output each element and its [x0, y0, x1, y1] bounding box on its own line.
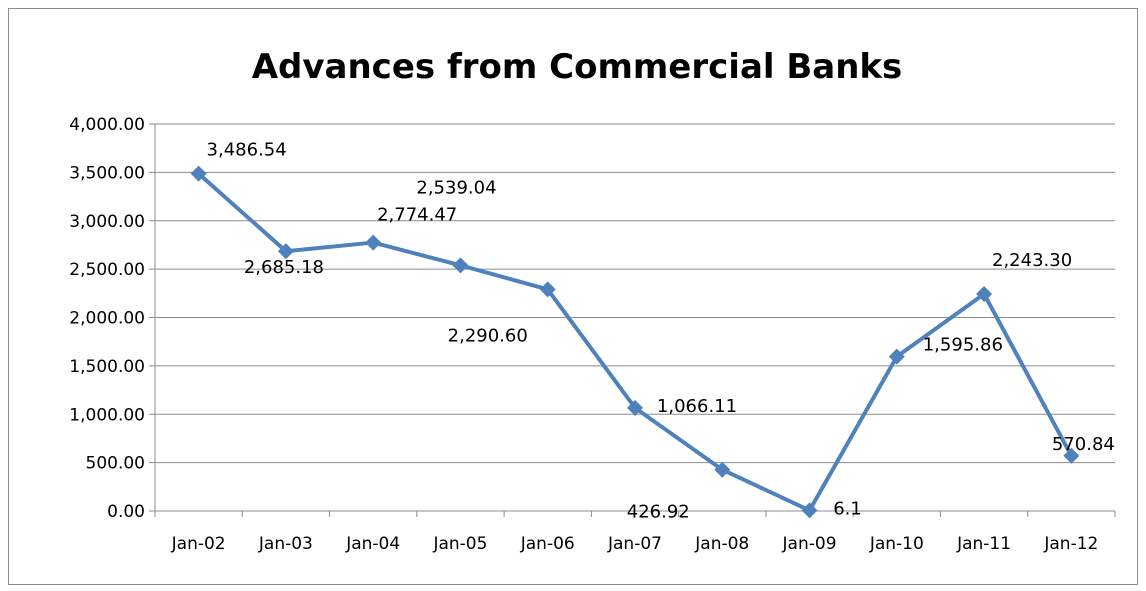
x-tick-label: Jan-09: [782, 534, 837, 554]
data-label: 6.1: [833, 498, 862, 519]
y-tick-label: 1,000.00: [69, 405, 145, 425]
y-tick-label: 2,000.00: [69, 309, 145, 329]
data-labels: 3,486.54 2,685.18 2,774.47 2,539.04 2,290.60…: [207, 140, 1115, 523]
data-label: 1,066.11: [657, 396, 737, 417]
x-tick-label: Jan-11: [956, 534, 1011, 554]
data-point-marker: [976, 285, 993, 302]
data-point-marker: [452, 257, 469, 274]
data-label: 570.84: [1052, 434, 1115, 455]
data-label: 2,774.47: [377, 205, 457, 226]
data-label: 426.92: [627, 502, 690, 523]
data-label: 2,243.30: [992, 250, 1072, 271]
data-point-marker: [365, 234, 382, 251]
x-tick-label: Jan-02: [171, 534, 226, 554]
y-tick-label: 2,500.00: [69, 260, 145, 280]
x-axis-tick-labels: Jan-02 Jan-03 Jan-04 Jan-05 Jan-06 Jan-07 Jan-…: [171, 534, 1099, 554]
chart-area: [8, 8, 1138, 585]
data-point-marker: [190, 165, 207, 182]
data-label: 2,539.04: [416, 177, 496, 198]
x-tick-label: Jan-07: [607, 534, 662, 554]
chart-title: Advances from Commercial Banks: [252, 47, 903, 87]
y-tick-label: 4,000.00: [69, 115, 145, 135]
data-label: 1,595.86: [923, 335, 1003, 356]
x-tick-label: Jan-03: [258, 534, 313, 554]
data-label: 2,290.60: [448, 325, 528, 346]
gridlines: [155, 123, 1115, 464]
data-label: 3,486.54: [207, 140, 287, 161]
data-point-marker: [539, 281, 556, 298]
x-tick-label: Jan-04: [345, 534, 400, 554]
data-point-marker: [627, 399, 643, 416]
data-point-marker: [801, 502, 818, 519]
y-tick-label: 3,500.00: [69, 163, 145, 183]
x-tick-label: Jan-06: [520, 534, 575, 554]
x-tick-label: Jan-08: [694, 534, 749, 554]
data-point-marker: [1063, 447, 1080, 464]
data-markers: [190, 165, 1080, 519]
axes: [149, 123, 1116, 517]
y-tick-label: 500.00: [86, 454, 145, 474]
x-tick-label: Jan-10: [869, 534, 924, 554]
y-axis-tick-labels: 0.00 500.00 1,000.00 1,500.00 2,000.00 2,500.…: [69, 115, 145, 522]
y-tick-label: 3,000.00: [69, 212, 145, 232]
data-point-marker: [888, 348, 905, 365]
data-point-marker: [277, 243, 294, 260]
y-tick-label: 1,500.00: [69, 357, 145, 377]
x-tick-label: Jan-12: [1043, 534, 1098, 554]
data-label: 2,685.18: [244, 257, 324, 278]
data-point-marker: [714, 461, 731, 478]
x-tick-label: Jan-05: [432, 534, 487, 554]
y-tick-label: 0.00: [107, 502, 145, 522]
